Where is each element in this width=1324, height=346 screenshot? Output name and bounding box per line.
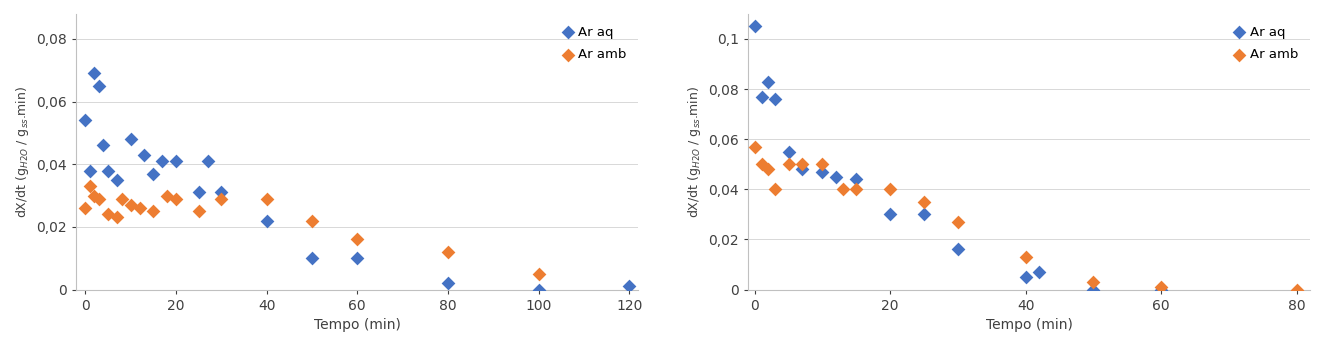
Y-axis label: dX/dt (g$_{H2O}$ / g$_{ss}$.min): dX/dt (g$_{H2O}$ / g$_{ss}$.min) [13,86,30,218]
Ar aq [143,171,164,176]
Ar amb [744,144,765,149]
Ar aq [197,158,218,164]
Ar amb [111,196,132,201]
Ar aq [89,83,110,89]
Ar amb [792,162,813,167]
Ar amb [302,218,323,224]
Ar amb [89,196,110,201]
Ar aq [79,168,101,173]
Ar amb [166,196,187,201]
Ar amb [256,196,277,201]
Ar amb [437,249,458,255]
Y-axis label: dX/dt (g$_{H2O}$ / g$_{ss}$.min): dX/dt (g$_{H2O}$ / g$_{ss}$.min) [686,86,703,218]
Ar aq [74,118,95,123]
Ar amb [1016,254,1037,260]
Ar amb [347,237,368,242]
Ar aq [302,255,323,261]
Ar aq [188,190,209,195]
Ar aq [1083,287,1104,292]
Ar aq [437,281,458,286]
Ar aq [744,24,765,29]
Ar aq [764,96,785,102]
Ar amb [156,193,177,198]
Ar amb [74,205,95,211]
Ar amb [1083,279,1104,285]
Ar aq [1029,269,1050,275]
Ar aq [152,158,173,164]
Ar aq [948,247,969,252]
Ar aq [757,79,779,84]
Ar amb [120,202,142,208]
Ar aq [134,152,155,158]
Ar aq [879,212,900,217]
Ar amb [528,271,549,277]
Ar aq [211,190,232,195]
Ar aq [751,94,772,99]
Ar aq [98,168,119,173]
Ar amb [914,199,935,204]
Ar aq [779,149,800,154]
Legend: Ar aq, Ar amb: Ar aq, Ar amb [1230,20,1304,66]
Ar aq [347,255,368,261]
Ar aq [166,158,187,164]
Ar amb [833,186,854,192]
Ar aq [1016,274,1037,280]
Ar amb [98,212,119,217]
Ar aq [83,71,105,76]
Ar aq [1151,287,1172,292]
Ar amb [1286,287,1307,292]
Ar amb [106,215,127,220]
Ar aq [120,136,142,142]
Ar amb [211,196,232,201]
Ar amb [188,208,209,214]
Ar aq [825,174,846,180]
Ar aq [618,284,639,289]
Ar amb [130,205,151,211]
Ar amb [846,186,867,192]
Ar amb [83,193,105,198]
Ar aq [256,218,277,224]
Ar amb [1151,284,1172,290]
Ar amb [779,162,800,167]
Ar amb [764,186,785,192]
Ar aq [792,166,813,172]
Ar aq [528,287,549,292]
X-axis label: Tempo (min): Tempo (min) [985,318,1072,332]
Ar aq [846,176,867,182]
Ar amb [757,166,779,172]
X-axis label: Tempo (min): Tempo (min) [314,318,401,332]
Ar amb [751,162,772,167]
Ar aq [914,212,935,217]
Ar amb [948,219,969,225]
Ar amb [143,208,164,214]
Ar amb [879,186,900,192]
Ar amb [79,183,101,189]
Ar amb [812,162,833,167]
Ar aq [93,143,114,148]
Ar aq [812,169,833,174]
Ar aq [106,177,127,183]
Legend: Ar aq, Ar amb: Ar aq, Ar amb [559,20,632,66]
